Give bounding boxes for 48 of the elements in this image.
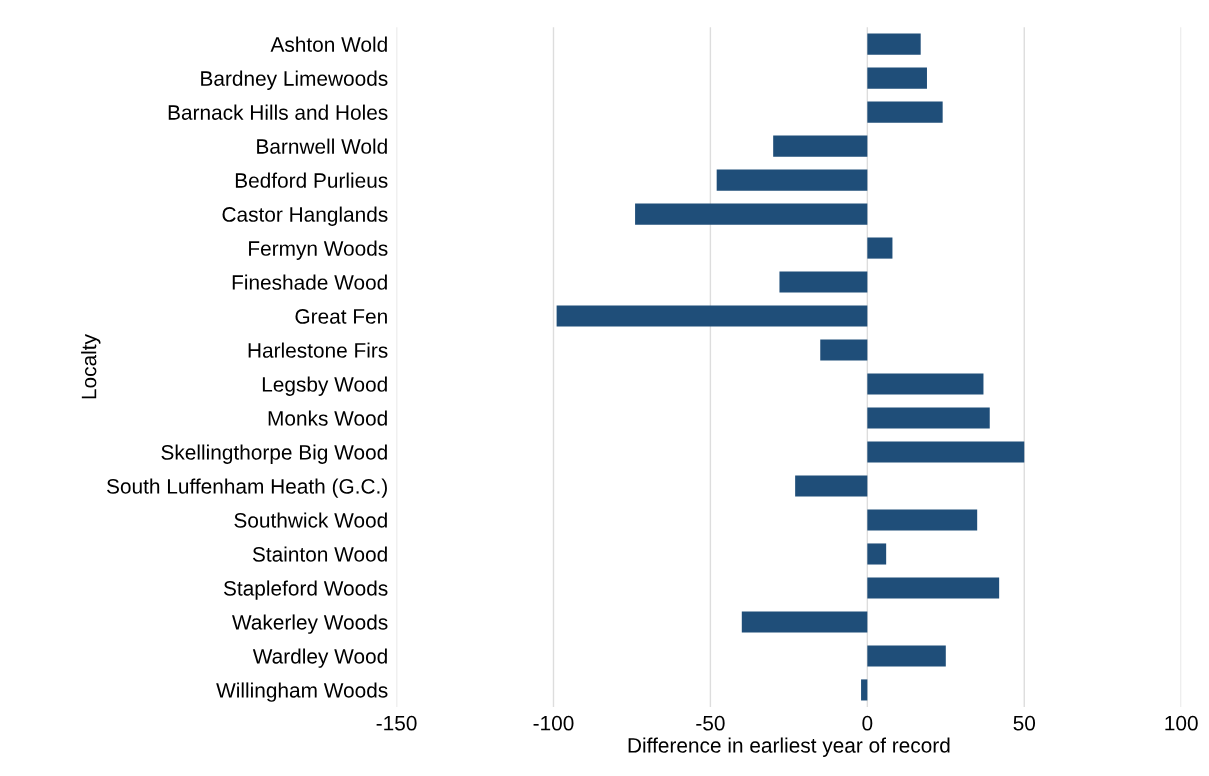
y-tick-label: Willingham Woods [216,682,388,702]
y-tick-label: Stainton Wood [252,546,387,562]
y-axis-title: Localty [81,334,101,399]
bar [867,101,943,123]
x-axis-title: Difference in earliest year of record [628,737,950,757]
x-tick-label: -50 [696,715,725,731]
x-tick-label: -100 [533,715,574,731]
y-tick-label: Ashton Wold [270,36,387,52]
y-tick-label: Great Fen [295,309,387,324]
bar [867,645,946,667]
y-tick-label: Wardley Wood [252,648,387,668]
y-tick-label: Harlestone Firs [248,342,388,358]
y-tick-label: Fermyn Woods [249,240,388,260]
bar [779,271,868,293]
bar [867,237,893,259]
bar [795,475,868,497]
y-tick-label: Legsby Wood [262,376,387,396]
bar [716,169,868,191]
y-tick-label: Fineshade Wood [232,274,387,290]
y-tick-label: Stapleford Woods [223,580,388,600]
bar [820,339,868,361]
bar [867,373,984,395]
bar [867,543,887,565]
x-tick-label: 100 [1165,715,1198,731]
bar [556,305,868,327]
y-tick-label: Skellingthorpe Big Wood [161,444,387,464]
y-tick-label: Bedford Purlieus [235,172,388,188]
y-tick-label: South Luffenham Heath (G.C.) [107,478,387,498]
x-tick-label: -150 [376,715,417,731]
bar [773,135,868,157]
y-tick-label: Bardney Limewoods [201,70,388,91]
bar [867,509,978,531]
bar [867,407,990,429]
bar [867,441,1025,463]
bar [867,577,1000,599]
y-tick-label: Wakerley Woods [232,614,388,634]
y-tick-label: Castor Hanglands [222,206,388,226]
y-tick-label: Southwick Wood [234,512,387,528]
x-tick-label: 50 [1013,715,1036,731]
bar [861,679,868,701]
y-tick-label: Monks Wood [268,410,387,426]
bar [867,33,921,55]
bar [741,611,868,633]
x-tick-label: 0 [862,715,873,731]
y-tick-label: Barnwell Wold [257,138,387,154]
bar [635,203,868,225]
bar [867,67,927,89]
y-tick-label: Barnack Hills and Holes [168,104,388,120]
